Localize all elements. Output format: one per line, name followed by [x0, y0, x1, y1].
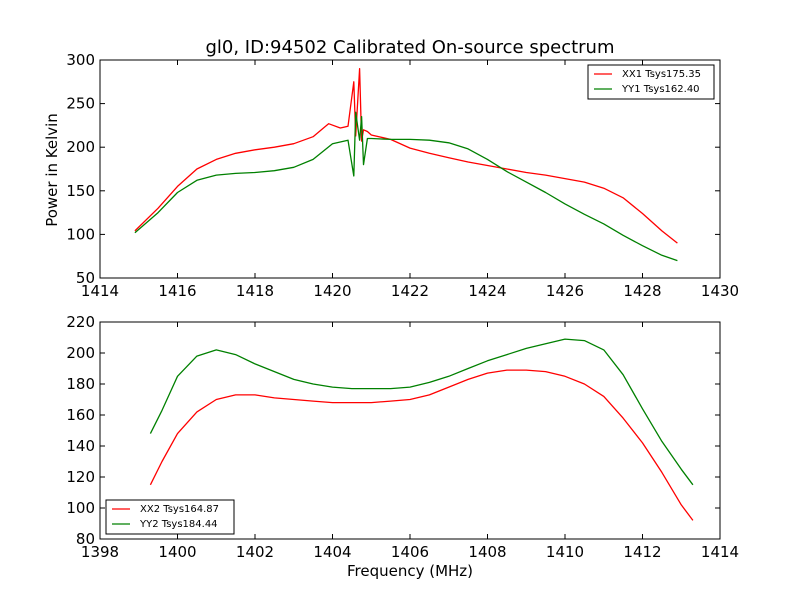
x-axis-label: Frequency (MHz)	[347, 562, 473, 580]
x-tick-label: 1398	[81, 543, 119, 561]
x-tick-label: 1420	[313, 282, 351, 300]
y-tick-label: 150	[66, 182, 95, 200]
series-line-xx2	[149, 369, 694, 521]
y-tick-label: 140	[66, 437, 95, 455]
x-tick-label: 1416	[158, 282, 196, 300]
bottom-panel: 1398 1400 1402 1404 1406 1408 1410 1412 1414 80 10…	[66, 313, 739, 580]
x-tick-label: 1406	[391, 543, 429, 561]
x-tick-label: 1414	[701, 543, 739, 561]
x-tick-label: 1410	[546, 543, 584, 561]
top-legend: XX1 Tsys175.35 YY1 Tsys162.40	[587, 64, 715, 100]
chart-title: gl0, ID:94502 Calibrated On-source spect…	[205, 37, 614, 58]
y-tick-label: 80	[76, 530, 95, 548]
x-tick-label: 1404	[313, 543, 351, 561]
x-tick-label: 1414	[81, 282, 119, 300]
y-axis-label: Power in Kelvin	[43, 113, 61, 227]
y-tick-label: 200	[66, 344, 95, 362]
legend-box	[105, 499, 235, 535]
x-tick-label: 1402	[236, 543, 274, 561]
legend-label-xx2: XX2 Tsys164.87	[140, 504, 219, 515]
bottom-plot-area: 1398 1400 1402 1404 1406 1408 1410 1412 1414 80 10…	[66, 313, 739, 561]
y-tick-label: 100	[66, 225, 95, 243]
y-tick-label: 220	[66, 313, 95, 331]
x-tick-label: 1428	[623, 282, 661, 300]
y-tick-label: 300	[66, 51, 95, 69]
x-tick-label: 1422	[391, 282, 429, 300]
top-panel: gl0, ID:94502 Calibrated On-source spect…	[43, 37, 739, 300]
bottom-legend: XX2 Tsys164.87 YY2 Tsys184.44	[105, 499, 235, 535]
y-tick-label: 200	[66, 138, 95, 156]
y-tick-label: 120	[66, 468, 95, 486]
top-plot-area: 1414 1416 1418 1420 1422 1424 1426 1428 1430 50 10…	[66, 51, 739, 300]
x-tick-label: 1400	[158, 543, 196, 561]
x-tick-label: 1426	[546, 282, 584, 300]
y-tick-label: 160	[66, 406, 95, 424]
x-tick-label: 1424	[468, 282, 506, 300]
y-tick-label: 50	[76, 269, 95, 287]
x-tick-label: 1418	[236, 282, 274, 300]
legend-box	[587, 64, 715, 100]
legend-label-yy1: YY1 Tsys162.40	[621, 84, 700, 95]
series-line-yy2	[149, 338, 694, 486]
legend-label-yy2: YY2 Tsys184.44	[139, 519, 218, 530]
legend-label-xx1: XX1 Tsys175.35	[622, 69, 701, 80]
x-tick-label: 1408	[468, 543, 506, 561]
y-tick-label: 180	[66, 375, 95, 393]
y-tick-label: 250	[66, 95, 95, 113]
series-line-yy1	[134, 111, 678, 262]
y-tick-label: 100	[66, 499, 95, 517]
series-line-xx1	[134, 68, 678, 244]
x-tick-label: 1430	[701, 282, 739, 300]
x-tick-label: 1412	[623, 543, 661, 561]
